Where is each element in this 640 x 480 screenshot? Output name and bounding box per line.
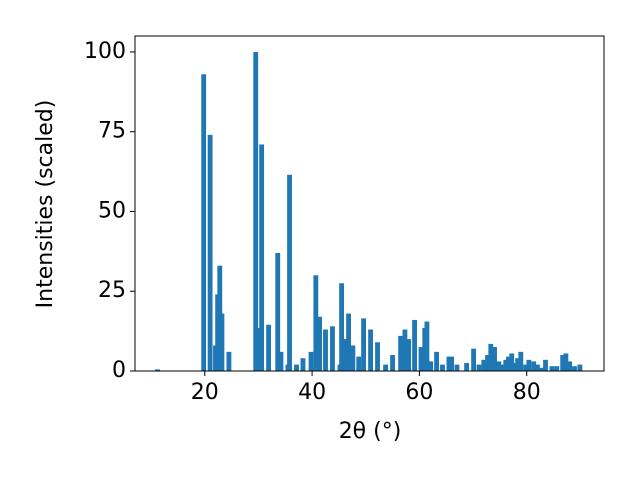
bar bbox=[449, 356, 455, 371]
bar bbox=[256, 327, 261, 371]
y-tick-label: 25 bbox=[98, 278, 126, 303]
bar bbox=[531, 361, 537, 371]
bar bbox=[512, 363, 518, 371]
bar bbox=[275, 252, 281, 371]
bar bbox=[350, 345, 356, 371]
bar bbox=[506, 356, 511, 371]
bar bbox=[549, 366, 555, 371]
y-tick-label: 75 bbox=[98, 119, 126, 144]
bar bbox=[294, 364, 299, 371]
bar bbox=[539, 367, 545, 371]
bar bbox=[526, 359, 532, 371]
bar bbox=[446, 356, 452, 371]
bar bbox=[554, 366, 560, 371]
bar bbox=[476, 364, 482, 371]
x-tick-label: 20 bbox=[191, 380, 219, 405]
bar bbox=[464, 363, 470, 371]
bar bbox=[390, 355, 395, 371]
bar bbox=[488, 343, 494, 371]
bar bbox=[485, 355, 490, 371]
bar bbox=[454, 364, 460, 371]
x-tick-label: 80 bbox=[513, 380, 541, 405]
bar bbox=[346, 313, 351, 371]
bar bbox=[207, 134, 213, 371]
bar bbox=[278, 351, 284, 371]
bar bbox=[361, 318, 367, 371]
bar bbox=[496, 361, 502, 371]
bar bbox=[572, 366, 577, 371]
bar bbox=[492, 347, 497, 371]
y-tick-label: 100 bbox=[84, 39, 126, 64]
y-tick-label: 0 bbox=[112, 358, 126, 383]
bar bbox=[330, 326, 335, 371]
bar bbox=[577, 364, 583, 371]
bar bbox=[428, 361, 434, 371]
bar bbox=[266, 324, 272, 371]
bar bbox=[418, 347, 424, 371]
bar bbox=[313, 275, 319, 371]
bar bbox=[317, 316, 323, 371]
bar bbox=[226, 351, 232, 371]
bar bbox=[368, 329, 373, 371]
bar bbox=[323, 329, 328, 371]
plot-frame bbox=[134, 35, 605, 372]
bar bbox=[383, 364, 389, 371]
bar bbox=[440, 364, 445, 371]
bar bbox=[219, 313, 225, 371]
bar bbox=[509, 353, 515, 371]
bar bbox=[253, 51, 259, 371]
x-tick-label: 40 bbox=[298, 380, 326, 405]
bar bbox=[535, 364, 540, 371]
x-axis-label: 2θ (°) bbox=[339, 419, 402, 444]
bar bbox=[523, 364, 529, 371]
bar bbox=[259, 144, 265, 371]
bar bbox=[515, 358, 521, 371]
bar bbox=[287, 174, 292, 371]
bar bbox=[560, 355, 566, 371]
bar bbox=[518, 351, 524, 371]
y-axis-label: Intensities (scaled) bbox=[33, 100, 58, 309]
bar bbox=[201, 74, 207, 372]
bar bbox=[300, 358, 306, 371]
bar bbox=[342, 339, 348, 371]
bar bbox=[424, 321, 430, 371]
bar bbox=[412, 319, 417, 371]
bar bbox=[356, 356, 362, 371]
bar bbox=[500, 364, 505, 371]
bar bbox=[339, 283, 345, 371]
y-tick-label: 50 bbox=[98, 198, 126, 223]
bar bbox=[471, 348, 477, 371]
bar bbox=[567, 361, 573, 371]
bar bbox=[402, 329, 408, 371]
bar bbox=[543, 359, 548, 371]
bar bbox=[503, 359, 509, 371]
bar bbox=[481, 359, 487, 371]
bar bbox=[563, 353, 569, 371]
bar bbox=[406, 339, 412, 371]
bar bbox=[375, 342, 380, 371]
bar bbox=[434, 351, 439, 371]
bar bbox=[308, 351, 314, 371]
bar bbox=[155, 369, 160, 371]
x-tick-label: 60 bbox=[405, 380, 433, 405]
bar bbox=[398, 335, 404, 371]
